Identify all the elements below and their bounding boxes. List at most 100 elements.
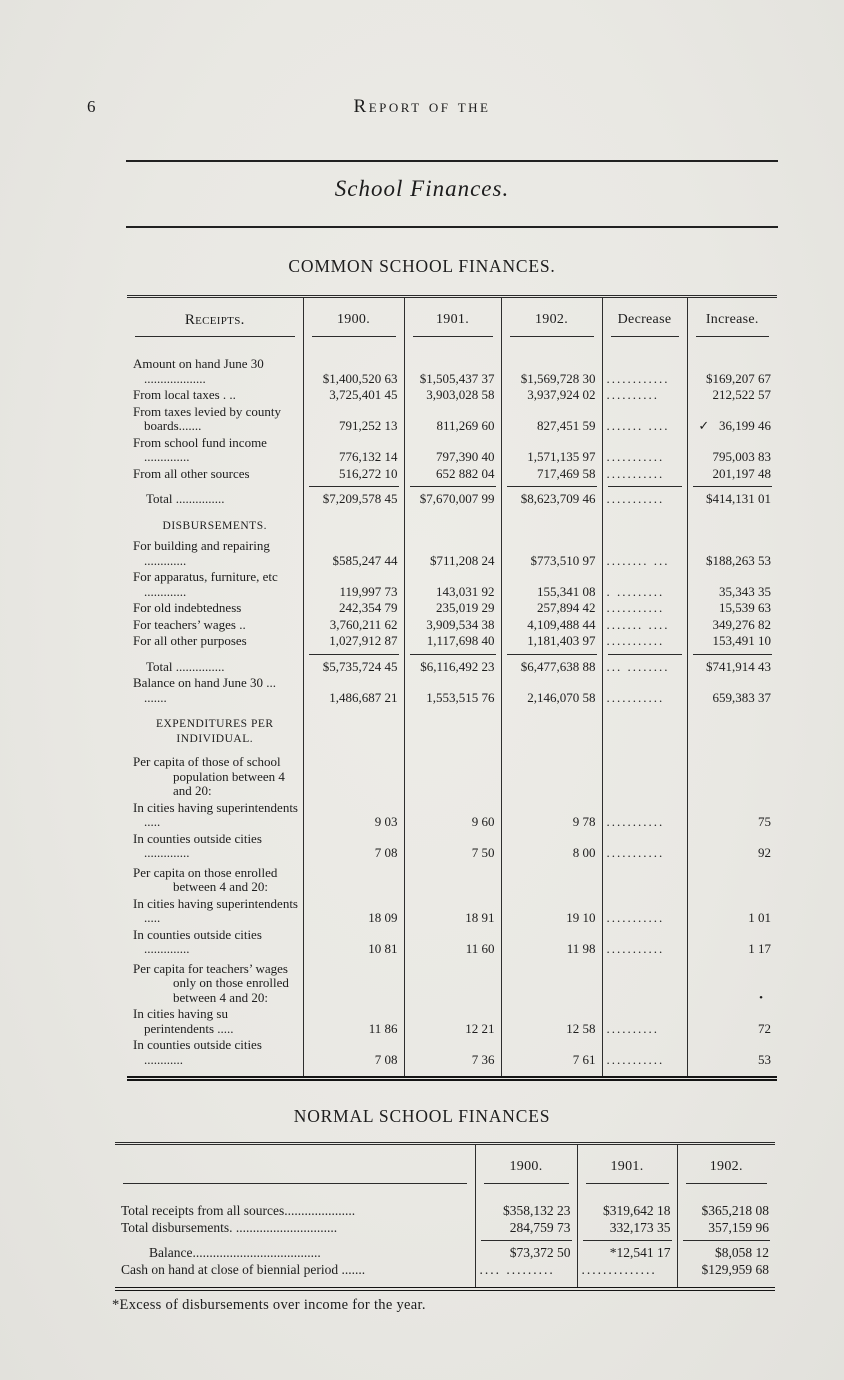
row-label: In counties outside cities .............… <box>133 830 262 860</box>
table-row: For apparatus, furniture, etc ..........… <box>127 569 777 600</box>
header-row: 1900. 1901. 1902. <box>115 1143 775 1189</box>
column-header: Increase. <box>686 296 777 342</box>
page-number: 6 <box>87 97 96 116</box>
cell-empty <box>403 507 501 538</box>
cell-empty <box>302 706 404 751</box>
cell-value: 797,390 40 <box>403 434 501 466</box>
column-header: Decrease <box>601 296 687 342</box>
section-heading: DISBURSEMENTS. <box>162 519 267 532</box>
cell-value: 776,132 14 <box>302 434 404 466</box>
common-table-body: Amount on hand June 30 .................… <box>127 342 777 1079</box>
row-label: From school fund income .............. <box>133 434 267 464</box>
table-row: Per capita for teach­ers’ wages only on … <box>127 957 777 1006</box>
cell-value: 1,117,698 40 <box>403 633 501 650</box>
leader-dots: .......... <box>601 1006 687 1037</box>
row-label: For building and repairing ............. <box>133 538 270 568</box>
cell-value: $73,372 50 <box>474 1236 577 1261</box>
cell-empty <box>601 507 687 538</box>
cell-value: 7 61 <box>500 1037 602 1079</box>
table-row: From taxes levied by county boards......… <box>127 403 777 435</box>
column-header: 1901. <box>403 296 501 342</box>
cell-empty <box>403 861 501 896</box>
cell-value: 18 91 <box>403 895 501 927</box>
leader-dots: .......... <box>601 387 687 404</box>
row-label: Per capita for teach­ers’ wages only on … <box>133 960 289 1005</box>
cell-empty <box>686 751 777 800</box>
cell-value: 1,486,687 21 <box>302 675 404 706</box>
table-row: Total disbursements. ...................… <box>115 1219 775 1236</box>
cell-value: $5,735,724 45 <box>302 649 404 675</box>
row-label: From local taxes . .. <box>133 387 236 402</box>
row-label: From all other sources <box>133 465 250 481</box>
table-row: Balance.................................… <box>115 1236 775 1261</box>
leader-dots: ........... <box>601 600 687 617</box>
cell-value: 18 09 <box>302 895 404 927</box>
normal-table-header: 1900. 1901. 1902. <box>115 1143 775 1189</box>
leader-dots: ........... <box>601 482 687 508</box>
running-header: Report of the <box>353 96 491 117</box>
cell-empty <box>686 861 777 896</box>
cell-value: 1,553,515 76 <box>403 675 501 706</box>
normal-table-body: Total receipts from all sources.........… <box>115 1189 775 1289</box>
leader-dots: ........... <box>601 799 687 831</box>
leader-dots: .............. <box>576 1261 677 1289</box>
normal-table-title: NORMAL SCHOOL FINANCES <box>293 1106 551 1126</box>
header-row: Receipts. 1900. 1901. 1902. Decrease Increase… <box>127 296 777 342</box>
cell-empty <box>500 861 602 896</box>
leader-dots: ....... .... <box>601 403 687 435</box>
table-row: In counties outside cities .............… <box>127 926 777 958</box>
cell-value: 349,276 82 <box>686 616 777 633</box>
row-label: Total ............... <box>146 491 225 506</box>
table-row: For all other purposes 1,027,912 87 1,117,… <box>127 633 777 650</box>
cell-value: 652 882 04 <box>403 465 501 482</box>
leader-dots: . ......... <box>601 569 687 600</box>
cell-value: $7,209,578 45 <box>302 482 404 508</box>
cell-value: *12,541 17 <box>576 1236 677 1261</box>
footnote: *Excess of disbursements over income for… <box>112 1297 426 1313</box>
table-row: Cash on hand at close of biennial period… <box>115 1261 775 1289</box>
horizontal-rule-top <box>126 160 778 162</box>
row-label: Balance.................................… <box>149 1245 321 1260</box>
cell-value: $6,116,492 23 <box>403 649 501 675</box>
table-row: Per capita on those enrolled between 4 a… <box>127 861 777 896</box>
row-label: In cities having su perintendents ..... <box>133 1006 234 1036</box>
cell-value: 7 08 <box>302 830 404 862</box>
row-label: For teachers’ wages .. <box>133 616 246 632</box>
row-label: Balance on hand June 30 ... ....... <box>133 675 276 705</box>
cell-value: 153,491 10 <box>686 633 777 650</box>
leader-dots: ........... <box>601 633 687 650</box>
cell-empty <box>302 957 404 1006</box>
cell-value: 357,159 96 <box>676 1219 775 1236</box>
cell-value: $1,569,728 30 <box>500 342 602 387</box>
cell-value: ✓ 36,199 46 <box>686 403 777 435</box>
table-row: In cities having su­perintendents ..... 1… <box>127 895 777 927</box>
cell-empty <box>302 507 404 538</box>
cell-value: $365,218 08 <box>676 1189 775 1219</box>
cell-value: $129,959 68 <box>676 1261 775 1289</box>
cell-empty <box>686 706 777 751</box>
row-label: For old indebtedness <box>133 600 242 615</box>
cell-empty <box>601 706 687 751</box>
cell-value: $8,623,709 46 <box>500 482 602 508</box>
cell-value: 12 21 <box>403 1006 501 1037</box>
cell-value: 10 81 <box>302 926 404 958</box>
table-row: In counties outside cities ............ 7… <box>127 1037 777 1079</box>
cell-value: 7 08 <box>302 1037 404 1079</box>
cell-value: 332,173 35 <box>576 1219 677 1236</box>
cell-empty <box>403 706 501 751</box>
cell-empty <box>302 751 404 800</box>
document-title: School Finances. <box>334 176 510 201</box>
cell-value: 9 78 <box>500 799 602 831</box>
cell-value: 9 03 <box>302 799 404 831</box>
row-label: From taxes levied by county boards......… <box>133 403 282 433</box>
leader-dots: ........... <box>601 465 687 482</box>
cell-empty <box>500 751 602 800</box>
common-school-finances-table: Receipts. 1900. 1901. 1902. Decrease Increase… <box>127 295 777 1081</box>
table-row: EXPENDITURES PER INDIVIDUAL. <box>127 706 777 751</box>
cell-value: 201,197 48 <box>686 465 777 482</box>
cell-empty <box>601 751 687 800</box>
row-label: In counties outside cities ............ <box>133 1037 262 1067</box>
table-row: DISBURSEMENTS. <box>127 507 777 538</box>
row-label: Total receipts from all sources.........… <box>121 1203 356 1218</box>
cell-value: 212,522 57 <box>686 387 777 404</box>
